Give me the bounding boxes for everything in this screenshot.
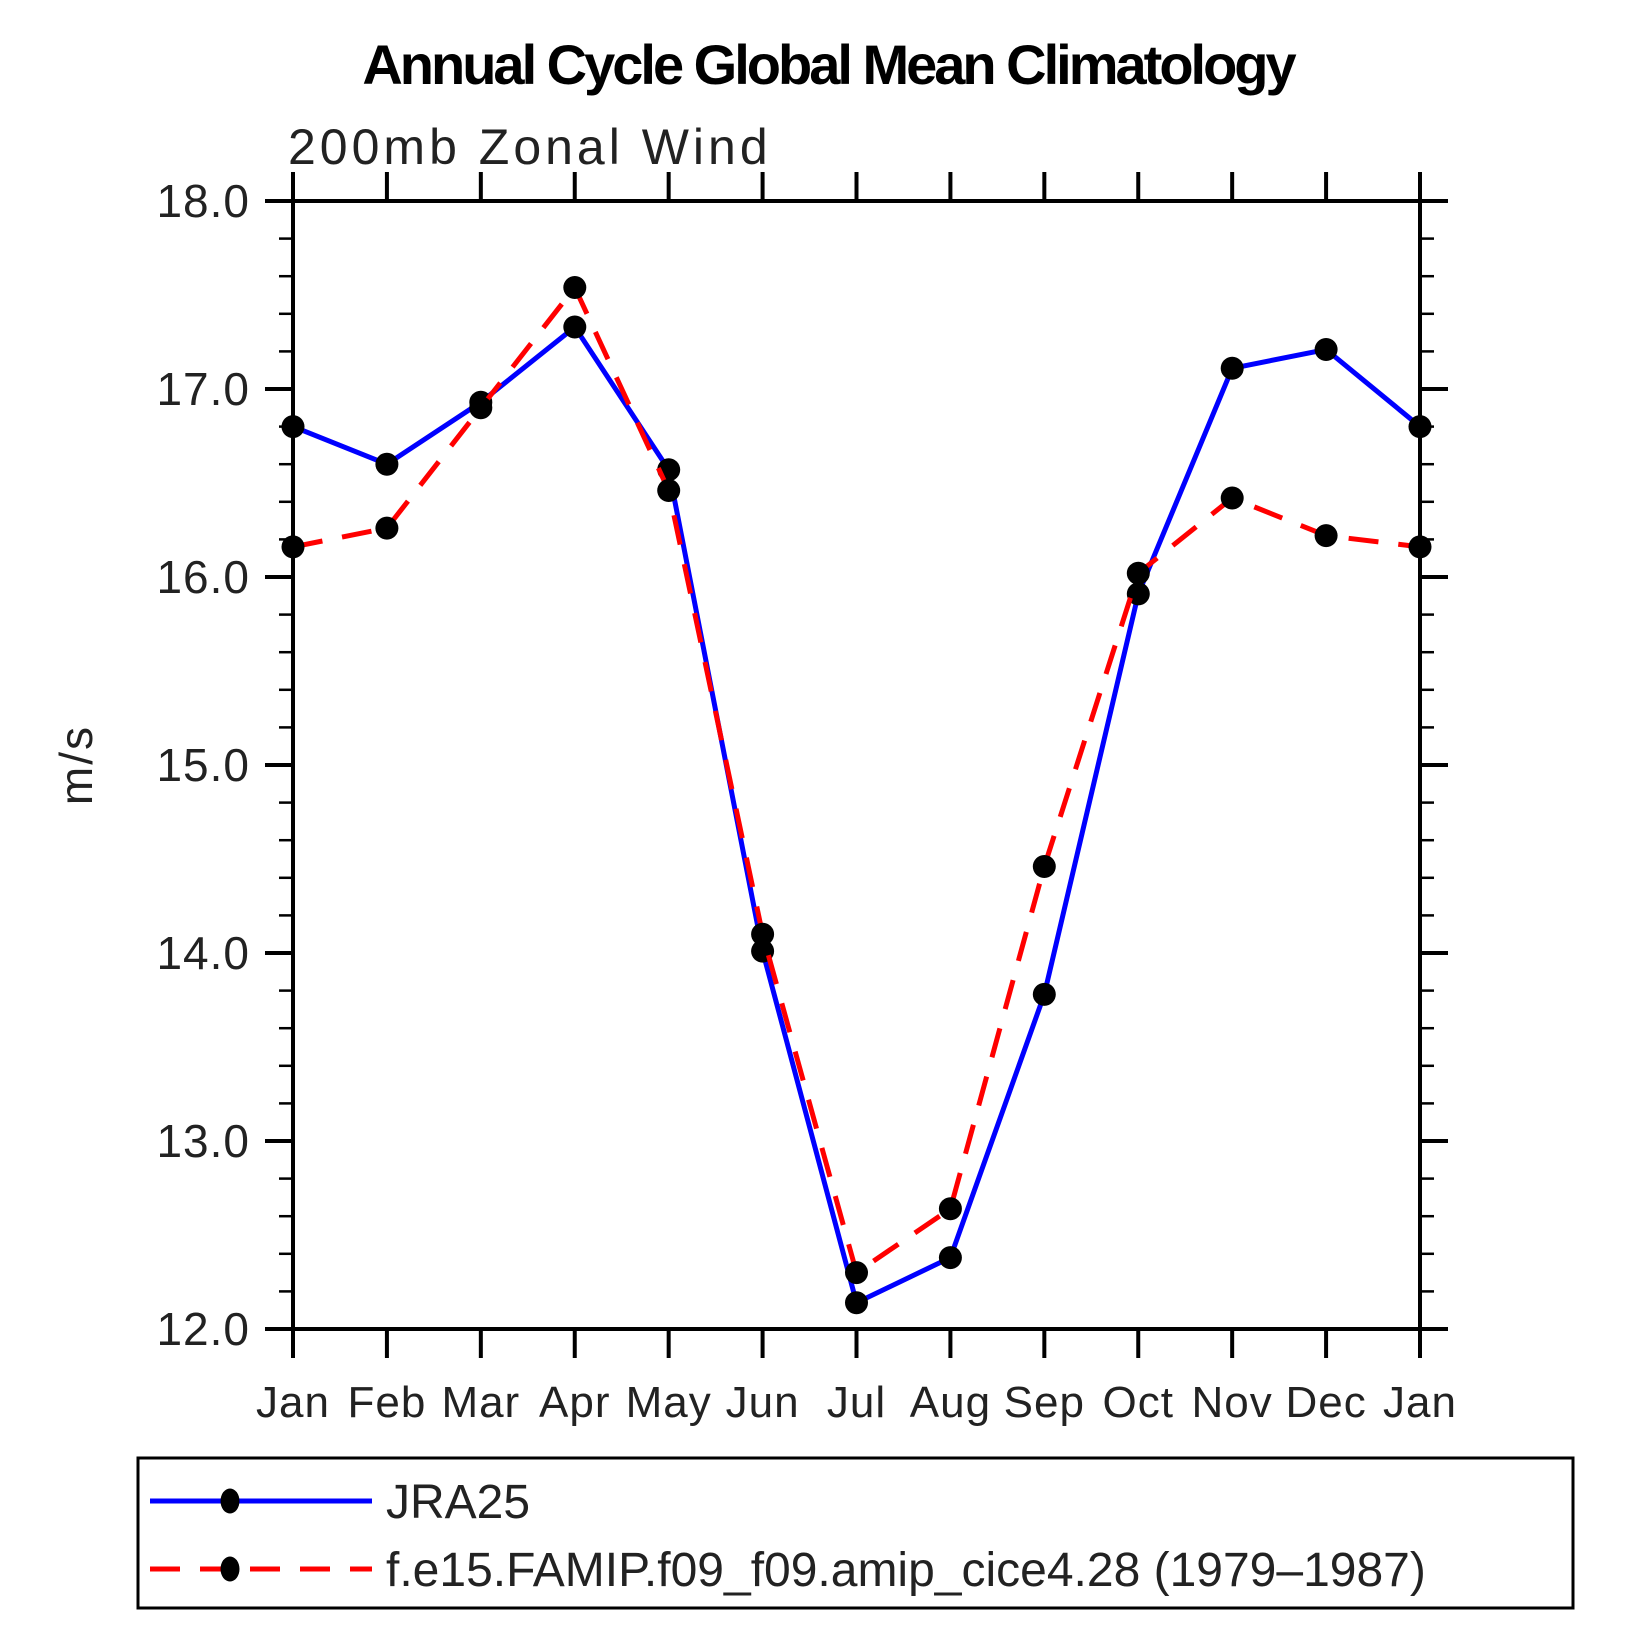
x-tick-label: Mar <box>441 1378 520 1427</box>
series-group <box>281 276 1432 1315</box>
x-axis-tick-labels: Jan Feb Mar Apr May Jun Jul Aug Sep Oct Nov Dec Jan <box>256 1378 1457 1427</box>
x-tick-label: Jul <box>827 1378 886 1427</box>
data-point <box>845 1261 868 1285</box>
data-point <box>563 315 587 339</box>
y-tick-label: 15.0 <box>156 739 250 791</box>
series-line-jra25 <box>292 323 1422 1307</box>
data-point <box>563 276 587 299</box>
plot-frame <box>265 172 1448 1358</box>
x-tick-label: Oct <box>1103 1378 1174 1427</box>
legend-box <box>136 1456 1575 1610</box>
chart-subtitle: 200mb Zonal Wind <box>288 119 772 175</box>
x-tick-label: Apr <box>539 1378 610 1427</box>
y-tick-label: 17.0 <box>156 363 250 415</box>
x-tick-label: Jan <box>1383 1378 1457 1427</box>
legend-marker-model <box>220 1556 240 1582</box>
x-tick-label: May <box>626 1378 712 1427</box>
data-point <box>1126 582 1150 606</box>
data-point <box>469 396 493 420</box>
data-point <box>1032 855 1056 878</box>
y-axis-tick-labels: 12.0 13.0 14.0 15.0 16.0 17.0 18.0 <box>156 175 250 1355</box>
data-point <box>938 1246 962 1270</box>
y-tick-label: 16.0 <box>156 551 250 603</box>
data-point <box>1126 561 1150 585</box>
x-tick-label: Feb <box>348 1378 427 1427</box>
data-point <box>657 479 681 502</box>
y-tick-label: 18.0 <box>156 175 250 227</box>
series-line-model <box>292 282 1421 1277</box>
y-tick-label: 13.0 <box>156 1115 250 1167</box>
x-tick-label: Nov <box>1192 1378 1273 1427</box>
data-point <box>281 535 305 559</box>
data-point <box>281 415 305 439</box>
x-tick-label: Jan <box>256 1378 330 1427</box>
data-point <box>1408 535 1432 559</box>
x-tick-label: Jun <box>726 1378 800 1427</box>
data-point <box>1032 982 1056 1006</box>
data-point <box>938 1197 962 1221</box>
legend: JRA25 f.e15.FAMIP.f09_f09.amip_cice4.28 … <box>136 1456 1575 1610</box>
x-tick-label: Sep <box>1004 1378 1085 1427</box>
data-point <box>751 922 775 946</box>
legend-marker-jra25 <box>220 1488 240 1514</box>
data-point <box>1314 524 1338 548</box>
y-axis-label: m/s <box>50 725 102 805</box>
x-tick-label: Dec <box>1285 1378 1366 1427</box>
data-point <box>1314 338 1338 361</box>
data-point <box>1220 486 1244 510</box>
data-point <box>375 452 399 476</box>
data-point <box>1408 415 1432 439</box>
data-point <box>1220 356 1244 380</box>
x-tick-label: Aug <box>910 1378 991 1427</box>
data-point <box>845 1291 868 1315</box>
y-tick-label: 14.0 <box>156 927 250 979</box>
chart-title: Annual Cycle Global Mean Climatology <box>362 33 1296 96</box>
legend-label-jra25: JRA25 <box>386 1476 530 1529</box>
axis-ticks <box>265 172 1448 1358</box>
y-tick-label: 12.0 <box>156 1303 250 1355</box>
data-point <box>375 516 399 540</box>
legend-label-model: f.e15.FAMIP.f09_f09.amip_cice4.28 (1979–… <box>386 1544 1426 1597</box>
